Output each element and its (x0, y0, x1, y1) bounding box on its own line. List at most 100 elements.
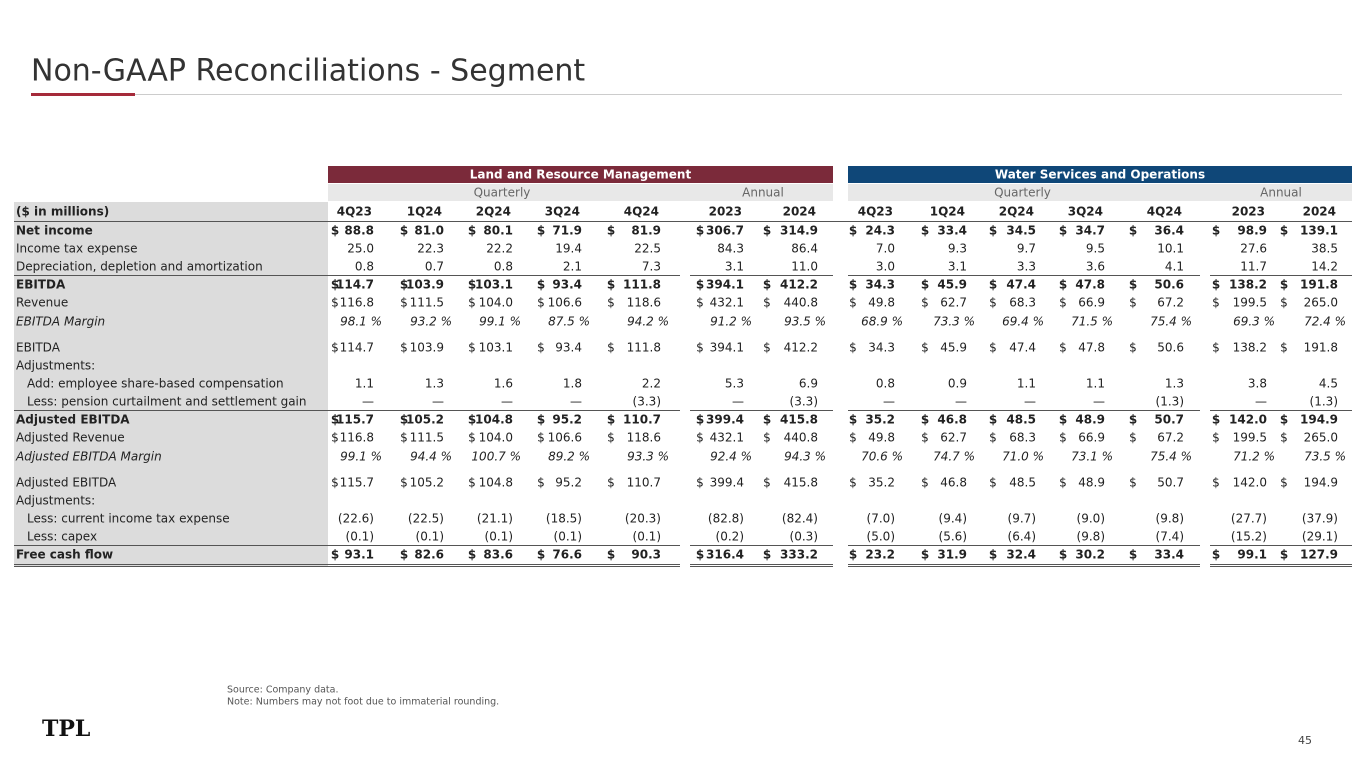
row-label: Less: capex (27, 530, 97, 544)
currency-symbol: $ (763, 431, 771, 445)
cell-value: — (432, 395, 444, 409)
cell-value: 49.8 (868, 296, 895, 310)
cell-value: 440.8 (784, 431, 818, 445)
cell-value: 3.0 (876, 260, 895, 274)
cell-value: 103.1 (479, 341, 513, 355)
cell-value: 50.6 (1157, 341, 1184, 355)
currency-symbol: $ (989, 413, 997, 427)
currency-symbol: $ (989, 296, 997, 310)
cell-value: 0.9 (948, 377, 967, 391)
cell-value: 76.6 (552, 548, 582, 562)
cell-value: 9.5 (1086, 242, 1105, 256)
currency-symbol: $ (400, 224, 408, 238)
currency-symbol: $ (607, 548, 615, 562)
cell-value: — (955, 395, 967, 409)
cell-value: 94.3 % (784, 450, 826, 464)
currency-symbol: $ (1280, 278, 1288, 292)
cell-value: 118.6 (627, 431, 661, 445)
cell-value: 103.9 (410, 341, 444, 355)
currency-symbol: $ (763, 548, 771, 562)
currency-symbol: $ (1280, 548, 1288, 562)
cell-value: 103.9 (406, 278, 444, 292)
cell-value: — (1024, 395, 1036, 409)
column-header: 2Q24 (999, 205, 1034, 219)
cell-value: 38.5 (1311, 242, 1338, 256)
currency-symbol: $ (1280, 224, 1288, 238)
cell-value: (27.7) (1231, 512, 1267, 526)
currency-symbol: $ (921, 476, 929, 490)
cell-value: (9.0) (1077, 512, 1105, 526)
cell-value: 66.9 (1078, 431, 1105, 445)
currency-symbol: $ (763, 413, 771, 427)
currency-symbol: $ (468, 548, 476, 562)
cell-value: 45.9 (937, 278, 967, 292)
group-header-bg (848, 166, 1352, 183)
column-header: 2023 (709, 205, 742, 219)
row-label: Adjusted EBITDA (16, 413, 130, 427)
cell-value: 105.2 (406, 413, 444, 427)
cell-value: 46.8 (940, 476, 967, 490)
currency-symbol: $ (989, 476, 997, 490)
currency-symbol: $ (921, 341, 929, 355)
row-label: Net income (16, 224, 93, 238)
cell-value: 31.9 (937, 548, 967, 562)
currency-symbol: $ (1129, 341, 1137, 355)
cell-value: 48.9 (1075, 413, 1105, 427)
cell-value: 412.2 (780, 278, 818, 292)
currency-symbol: $ (331, 296, 339, 310)
currency-symbol: $ (537, 476, 545, 490)
cell-value: 36.4 (1154, 224, 1184, 238)
cell-value: (5.0) (867, 530, 895, 544)
cell-value: 34.3 (868, 341, 895, 355)
currency-symbol: $ (696, 224, 704, 238)
cell-value: 74.7 % (933, 450, 975, 464)
cell-value: 9.3 (948, 242, 967, 256)
period-header: Annual (742, 186, 784, 200)
cell-value: — (883, 395, 895, 409)
group-header-bg (328, 166, 833, 183)
cell-value: 104.0 (479, 296, 513, 310)
cell-value: 83.6 (483, 548, 513, 562)
cell-value: 10.1 (1157, 242, 1184, 256)
cell-value: 92.4 % (710, 450, 752, 464)
cell-value: 22.5 (634, 242, 661, 256)
cell-value: 98.1 % (340, 315, 382, 329)
period-header: Quarterly (994, 186, 1051, 200)
currency-symbol: $ (1129, 296, 1137, 310)
currency-symbol: $ (537, 548, 545, 562)
cell-value: 1.1 (1017, 377, 1036, 391)
currency-symbol: $ (921, 224, 929, 238)
cell-value: (82.4) (782, 512, 818, 526)
cell-value: 1.1 (355, 377, 374, 391)
cell-value: 116.8 (340, 431, 374, 445)
currency-symbol: $ (989, 341, 997, 355)
cell-value: 3.1 (948, 260, 967, 274)
cell-value: 2.1 (563, 260, 582, 274)
cell-value: 412.2 (784, 341, 818, 355)
cell-value: 50.6 (1154, 278, 1184, 292)
currency-symbol: $ (1129, 413, 1137, 427)
group-header: Land and Resource Management (470, 168, 692, 182)
cell-value: (82.8) (708, 512, 744, 526)
cell-value: 127.9 (1300, 548, 1338, 562)
cell-value: 50.7 (1154, 413, 1184, 427)
currency-symbol: $ (1280, 476, 1288, 490)
currency-symbol: $ (849, 476, 857, 490)
cell-value: 80.1 (483, 224, 513, 238)
cell-value: 3.8 (1248, 377, 1267, 391)
cell-value: 265.0 (1304, 431, 1338, 445)
cell-value: 75.4 % (1150, 450, 1192, 464)
currency-symbol: $ (1280, 413, 1288, 427)
currency-symbol: $ (1059, 548, 1067, 562)
row-label: EBITDA (16, 278, 66, 292)
cell-value: 4.1 (1165, 260, 1184, 274)
currency-symbol: $ (468, 431, 476, 445)
currency-symbol: $ (989, 548, 997, 562)
currency-symbol: $ (1280, 431, 1288, 445)
currency-symbol: $ (1059, 476, 1067, 490)
currency-symbol: $ (763, 224, 771, 238)
row-label: Less: current income tax expense (27, 512, 230, 526)
cell-value: 415.8 (780, 413, 818, 427)
logo: TPL (42, 716, 90, 742)
cell-value: 49.8 (868, 431, 895, 445)
